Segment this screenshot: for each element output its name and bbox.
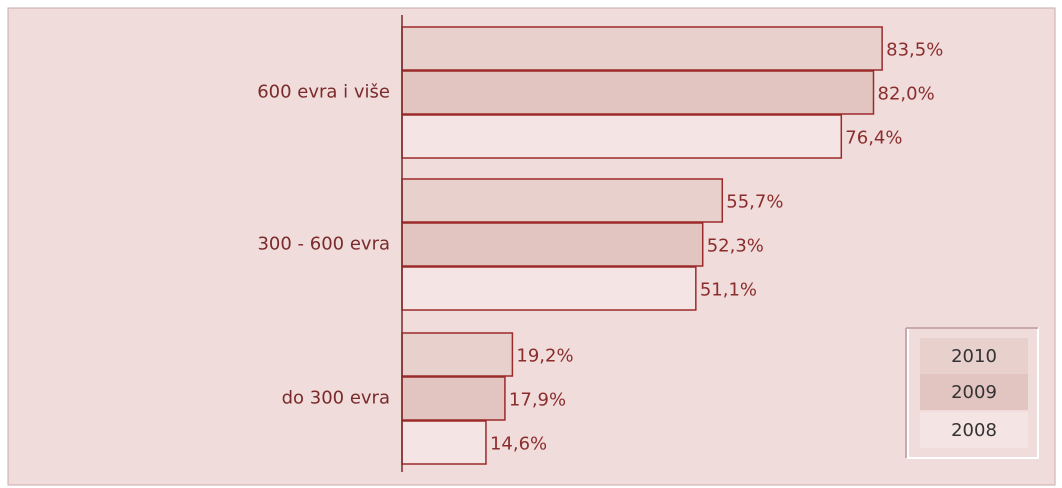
legend-label: 2008 <box>951 420 997 441</box>
bar <box>401 114 843 159</box>
category-label: 600 evra i više <box>257 82 390 103</box>
legend-swatch <box>920 338 1028 374</box>
bar <box>401 266 697 311</box>
bar <box>401 178 724 223</box>
category-label: do 300 evra <box>282 388 390 409</box>
value-label: 14,6% <box>490 434 547 455</box>
value-label: 52,3% <box>707 236 764 257</box>
value-label: 55,7% <box>726 192 783 213</box>
bar <box>401 70 875 115</box>
value-label: 17,9% <box>509 390 566 411</box>
bar <box>401 26 883 71</box>
legend-label: 2010 <box>951 346 997 367</box>
bar <box>401 420 487 465</box>
bar <box>401 222 704 267</box>
value-label: 83,5% <box>886 40 943 61</box>
bar <box>401 332 514 377</box>
value-label: 82,0% <box>878 84 935 105</box>
legend-label: 2009 <box>951 382 997 403</box>
value-label: 51,1% <box>700 280 757 301</box>
bar <box>401 376 506 421</box>
category-label: 300 - 600 evra <box>257 234 390 255</box>
legend-swatch <box>920 374 1028 410</box>
value-label: 19,2% <box>516 346 573 367</box>
value-label: 76,4% <box>845 128 902 149</box>
legend-swatch <box>920 412 1028 448</box>
